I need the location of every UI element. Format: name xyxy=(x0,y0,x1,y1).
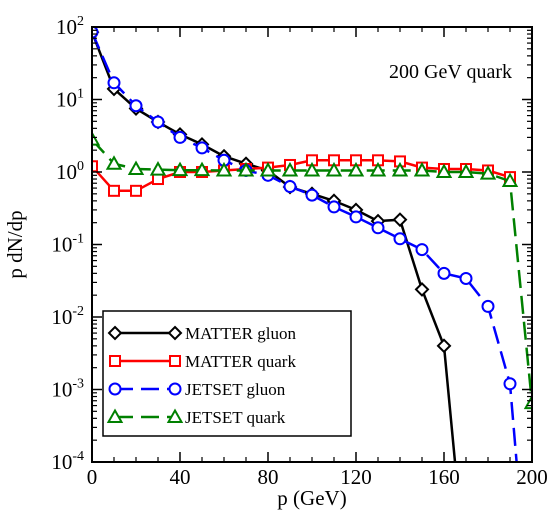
data-point xyxy=(457,163,475,178)
legend-item: JETSET gluon xyxy=(108,380,286,399)
legend-item: MATTER gluon xyxy=(107,324,296,343)
legend-marker xyxy=(106,408,124,423)
data-point xyxy=(127,160,145,175)
data-point xyxy=(347,161,365,177)
series-line xyxy=(92,31,518,462)
data-point xyxy=(237,161,255,177)
x-tick-label: 200 xyxy=(516,465,548,489)
data-point xyxy=(413,161,431,177)
data-point xyxy=(501,172,519,188)
data-point xyxy=(281,161,299,177)
y-tick-label: 101 xyxy=(56,87,84,112)
data-point xyxy=(327,200,341,214)
chart-annotation: 200 GeV quark xyxy=(389,61,512,83)
legend-label: JETSET gluon xyxy=(185,380,286,399)
data-point xyxy=(105,155,123,170)
data-point xyxy=(107,76,121,90)
legend-marker xyxy=(169,355,181,367)
series-line xyxy=(92,138,532,404)
axis-ticks xyxy=(91,26,533,463)
legend-marker xyxy=(107,325,123,341)
x-axis-title: p (GeV) xyxy=(277,486,346,510)
data-point xyxy=(391,161,409,177)
data-point xyxy=(92,160,98,173)
data-point xyxy=(173,130,187,144)
data-point xyxy=(149,161,167,176)
data-point xyxy=(92,27,99,39)
data-point xyxy=(129,99,143,113)
x-tick-label: 0 xyxy=(87,465,98,489)
y-tick-label: 100 xyxy=(56,159,84,184)
data-point xyxy=(92,131,101,146)
data-point xyxy=(171,161,189,177)
legend-marker xyxy=(166,408,184,423)
data-point xyxy=(503,377,517,391)
data-point xyxy=(393,232,407,246)
x-tick-label: 120 xyxy=(340,465,372,489)
series-jetset-quark xyxy=(92,131,532,410)
y-tick-label: 10-2 xyxy=(51,304,84,329)
y-tick-label: 10-3 xyxy=(51,377,84,402)
data-point xyxy=(215,161,233,177)
data-point xyxy=(415,243,429,257)
y-tick-label: 10-4 xyxy=(51,449,84,474)
data-point xyxy=(436,338,452,354)
data-point xyxy=(303,161,321,177)
data-point xyxy=(369,161,387,177)
series-jetset-gluon xyxy=(92,27,518,462)
x-tick-label: 160 xyxy=(428,465,460,489)
data-point xyxy=(151,115,165,129)
data-point xyxy=(305,188,319,202)
legend-label: JETSET quark xyxy=(185,408,286,427)
legend-item: JETSET quark xyxy=(106,408,286,427)
legend-marker xyxy=(167,325,183,341)
y-tick-label: 10-1 xyxy=(51,232,84,257)
y-axis-title: p dN/dp xyxy=(3,210,27,278)
data-point xyxy=(259,161,277,177)
x-tick-label: 80 xyxy=(258,465,279,489)
y-tick-label: 102 xyxy=(56,14,84,39)
legend-item: MATTER quark xyxy=(109,352,296,371)
data-point xyxy=(193,161,211,177)
x-tick-label: 40 xyxy=(170,465,191,489)
legend-marker xyxy=(109,355,121,367)
data-point xyxy=(371,221,385,235)
data-point xyxy=(459,271,473,285)
data-point xyxy=(437,266,451,280)
legend-marker xyxy=(168,382,182,396)
data-point xyxy=(195,141,209,155)
data-point xyxy=(325,161,343,177)
data-point xyxy=(392,212,408,228)
data-point xyxy=(481,299,495,313)
data-point xyxy=(414,282,430,297)
legend: MATTER gluon MATTER quark JETSET gluon JETS… xyxy=(102,310,352,437)
data-point xyxy=(435,163,453,178)
tick-labels: 0 40 80 120 160 200 102 101 100 10-1 10-2 10-3 10-4 xyxy=(51,14,547,489)
data-point xyxy=(108,184,120,197)
data-point xyxy=(130,184,142,197)
legend-label: MATTER quark xyxy=(185,352,296,371)
series-layer xyxy=(92,27,532,462)
legend-marker xyxy=(108,382,122,396)
data-point xyxy=(283,180,297,194)
legend-label: MATTER gluon xyxy=(185,324,296,343)
data-point xyxy=(349,210,363,224)
data-point xyxy=(479,165,497,180)
